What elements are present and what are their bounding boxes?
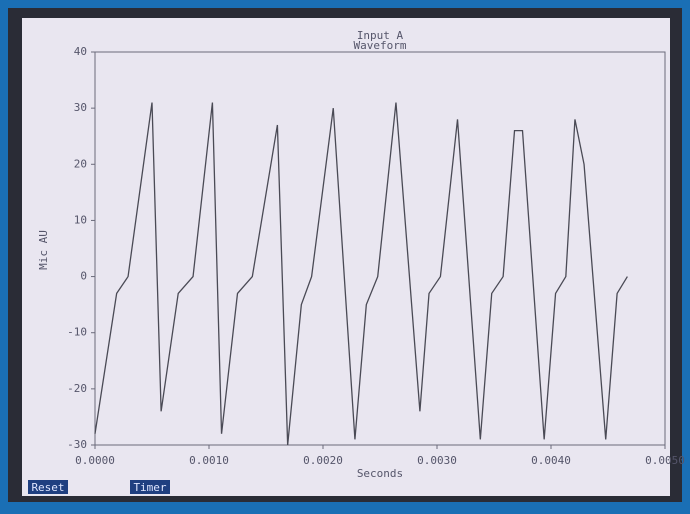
display: [22, 18, 670, 496]
y-tick-label: 20: [74, 157, 87, 170]
y-tick-label: -30: [67, 438, 87, 451]
x-tick-label: 0.0050: [645, 454, 685, 467]
button-label[interactable]: Reset: [31, 481, 64, 494]
y-tick-label: 10: [74, 213, 87, 226]
screen: Input A Waveform Seconds Mic AU Reset Ti…: [0, 0, 690, 510]
y-tick-label: -10: [67, 326, 87, 339]
x-tick-label: 0.0010: [189, 454, 229, 467]
x-tick-label: 0.0020: [303, 454, 343, 467]
y-tick-label: -20: [67, 382, 87, 395]
x-tick-label: 0.0000: [75, 454, 115, 467]
page: Input A Waveform Seconds Mic AU Reset Ti…: [0, 0, 690, 510]
x-tick-label: 0.0030: [417, 454, 457, 467]
y-tick-label: 0: [80, 270, 87, 283]
button-label[interactable]: Timer: [133, 481, 166, 494]
x-axis-label: Seconds: [357, 467, 403, 480]
chart-subtitle: Waveform: [354, 39, 407, 52]
y-tick-label: 30: [74, 101, 87, 114]
y-axis-label: Mic AU: [37, 230, 50, 270]
y-tick-label: 40: [74, 45, 87, 58]
x-tick-label: 0.0040: [531, 454, 571, 467]
